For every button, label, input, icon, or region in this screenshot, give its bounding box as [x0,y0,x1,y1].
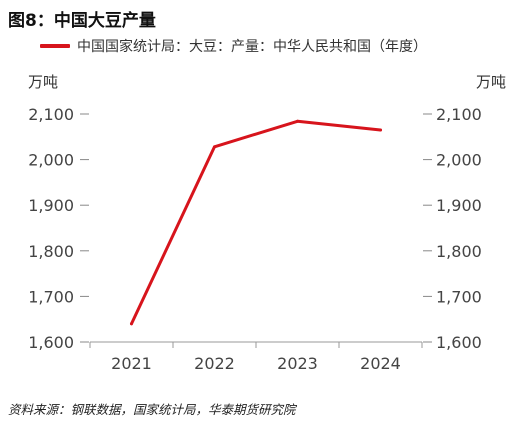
y-tick-left-label: 2,100 [28,105,74,124]
series-line [130,119,382,326]
data-point [296,119,299,123]
y-tick-left-label: 1,600 [28,333,74,352]
legend-swatch [40,44,70,48]
figure-title: 图8：中国大豆产量 [8,11,156,31]
data-point [379,128,382,132]
source-note: 资料来源：钢联数据，国家统计局，华泰期货研究院 [8,402,296,417]
y-axis-right-unit: 万吨 [476,73,506,91]
y-tick-left-label: 2,000 [28,151,74,170]
y-tick-right-label: 1,600 [436,333,482,352]
data-point [130,322,133,326]
y-tick-right-label: 1,800 [436,242,482,261]
x-tick-label: 2022 [194,354,235,373]
y-tick-right-label: 2,000 [436,151,482,170]
legend-label: 中国国家统计局：大豆：产量：中华人民共和国（年度） [77,39,427,55]
x-tick-label: 2024 [360,354,401,373]
data-point [213,145,216,149]
y-tick-left-label: 1,700 [28,287,74,306]
x-tick-label: 2021 [111,354,152,373]
y-tick-left-label: 1,800 [28,242,74,261]
y-tick-right-label: 1,700 [436,287,482,306]
chart-legend: 中国国家统计局：大豆：产量：中华人民共和国（年度） [40,36,427,56]
y-tick-right-label: 1,900 [436,196,482,215]
y-axis-left-unit: 万吨 [28,73,58,91]
y-tick-left-label: 1,900 [28,196,74,215]
y-tick-right-label: 2,100 [436,105,482,124]
x-tick-label: 2023 [277,354,318,373]
